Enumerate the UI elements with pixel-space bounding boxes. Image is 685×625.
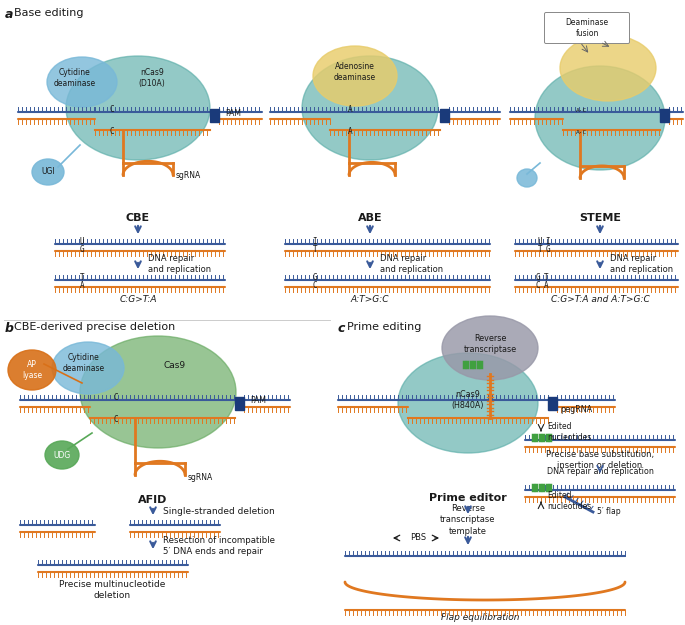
Text: G: G bbox=[79, 244, 84, 254]
Text: A: A bbox=[348, 127, 352, 136]
Text: Edited
nucleotides: Edited nucleotides bbox=[547, 491, 591, 511]
Text: T: T bbox=[312, 244, 317, 254]
Text: I: I bbox=[546, 236, 550, 246]
Text: C: C bbox=[110, 106, 114, 114]
Text: Cytidine
deaminase: Cytidine deaminase bbox=[63, 353, 105, 373]
Text: Resection of incompatible
5′ DNA ends and repair: Resection of incompatible 5′ DNA ends an… bbox=[163, 536, 275, 556]
Text: C: C bbox=[536, 281, 540, 289]
Text: C: C bbox=[114, 394, 119, 402]
Text: U: U bbox=[538, 236, 543, 246]
Text: AFID: AFID bbox=[138, 495, 168, 505]
Text: Edited
nucleotides: Edited nucleotides bbox=[547, 422, 591, 442]
Text: G: G bbox=[536, 272, 540, 281]
Text: CBE-derived precise deletion: CBE-derived precise deletion bbox=[14, 322, 175, 332]
Text: Deaminase
fusion: Deaminase fusion bbox=[565, 18, 608, 38]
Ellipse shape bbox=[8, 350, 56, 390]
Text: A·C: A·C bbox=[576, 107, 588, 112]
Ellipse shape bbox=[32, 159, 64, 185]
Text: PAM: PAM bbox=[225, 109, 241, 118]
Text: Flap equilibration: Flap equilibration bbox=[440, 614, 519, 622]
Text: 5′ flap: 5′ flap bbox=[597, 508, 621, 516]
Ellipse shape bbox=[313, 46, 397, 106]
Ellipse shape bbox=[302, 56, 438, 160]
Text: CBE: CBE bbox=[126, 213, 150, 223]
Text: G: G bbox=[312, 272, 317, 281]
Ellipse shape bbox=[47, 57, 117, 107]
Text: C:G>T:A and A:T>G:C: C:G>T:A and A:T>G:C bbox=[551, 296, 649, 304]
Ellipse shape bbox=[560, 35, 656, 101]
Ellipse shape bbox=[80, 336, 236, 448]
Text: nCas9
(D10A): nCas9 (D10A) bbox=[138, 68, 165, 88]
Text: sgRNA: sgRNA bbox=[176, 171, 201, 179]
Ellipse shape bbox=[66, 56, 210, 160]
Bar bbox=[440, 109, 449, 122]
Text: A: A bbox=[348, 106, 352, 114]
Text: A: A bbox=[79, 281, 84, 289]
Text: Precise multinucleotide
deletion: Precise multinucleotide deletion bbox=[59, 579, 165, 601]
Text: Prime editing: Prime editing bbox=[347, 322, 421, 332]
Text: Precise base substitution,
insertion or deletion: Precise base substitution, insertion or … bbox=[546, 450, 654, 470]
Text: DNA repair
and replication: DNA repair and replication bbox=[610, 254, 673, 274]
Bar bbox=[210, 109, 219, 122]
Text: A:T>G:C: A:T>G:C bbox=[351, 296, 389, 304]
Text: Cas9: Cas9 bbox=[164, 361, 186, 369]
Bar bbox=[660, 109, 669, 122]
Text: sgRNA: sgRNA bbox=[188, 472, 213, 481]
Text: A: A bbox=[544, 281, 548, 289]
Ellipse shape bbox=[398, 353, 538, 453]
Text: DNA repair and replication: DNA repair and replication bbox=[547, 468, 653, 476]
Text: U: U bbox=[79, 236, 84, 246]
Ellipse shape bbox=[52, 342, 124, 394]
Text: Adenosine
deaminase: Adenosine deaminase bbox=[334, 62, 376, 82]
Text: nCas9
(H840A): nCas9 (H840A) bbox=[451, 390, 484, 410]
Bar bbox=[235, 397, 244, 410]
Text: Cytidine
deaminase: Cytidine deaminase bbox=[54, 68, 96, 88]
Text: Single-stranded deletion: Single-stranded deletion bbox=[163, 506, 275, 516]
Text: T: T bbox=[544, 272, 548, 281]
Text: b: b bbox=[5, 322, 14, 335]
Text: Reverse
transcriptase
template: Reverse transcriptase template bbox=[440, 504, 496, 536]
Text: a: a bbox=[5, 8, 14, 21]
Text: c: c bbox=[338, 322, 345, 335]
Text: T: T bbox=[79, 272, 84, 281]
Text: STEME: STEME bbox=[579, 213, 621, 223]
Text: C: C bbox=[114, 416, 119, 424]
Bar bbox=[548, 397, 557, 410]
Text: UDG: UDG bbox=[53, 451, 71, 459]
Text: UGI: UGI bbox=[41, 168, 55, 176]
Text: I: I bbox=[312, 236, 317, 246]
Text: AP
lyase: AP lyase bbox=[22, 360, 42, 380]
Text: C: C bbox=[110, 127, 114, 136]
Text: C:G>T:A: C:G>T:A bbox=[119, 296, 157, 304]
Text: pegRNA: pegRNA bbox=[560, 406, 592, 414]
Ellipse shape bbox=[45, 441, 79, 469]
FancyBboxPatch shape bbox=[545, 12, 630, 44]
Text: Reverse
transcriptase: Reverse transcriptase bbox=[464, 334, 516, 354]
Ellipse shape bbox=[442, 316, 538, 380]
Text: A·C: A·C bbox=[576, 129, 588, 134]
Text: Prime editor: Prime editor bbox=[429, 493, 507, 503]
Ellipse shape bbox=[535, 66, 665, 170]
Text: DNA repair
and replication: DNA repair and replication bbox=[380, 254, 443, 274]
Text: C: C bbox=[312, 281, 317, 289]
Text: DNA repair
and replication: DNA repair and replication bbox=[148, 254, 211, 274]
Text: G: G bbox=[546, 244, 550, 254]
Ellipse shape bbox=[517, 169, 537, 187]
Text: ABE: ABE bbox=[358, 213, 382, 223]
Text: PBS: PBS bbox=[410, 534, 426, 542]
Text: PAM: PAM bbox=[250, 396, 266, 405]
Text: T: T bbox=[538, 244, 543, 254]
Text: Base editing: Base editing bbox=[14, 8, 84, 18]
